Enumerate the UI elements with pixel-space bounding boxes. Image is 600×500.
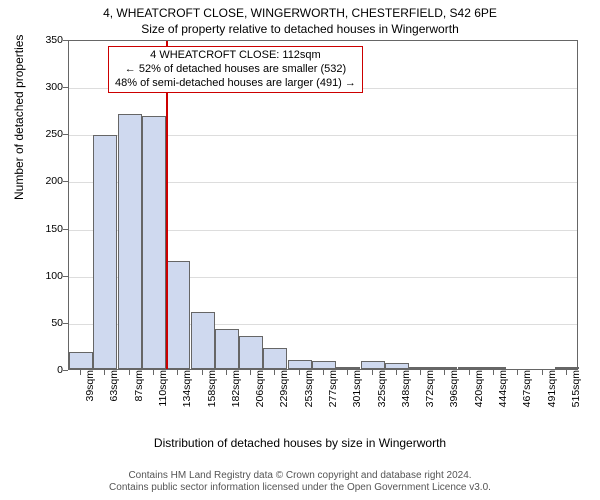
x-tick-label: 515sqm xyxy=(570,370,582,420)
bar xyxy=(312,361,336,369)
footer-line-1: Contains HM Land Registry data © Crown c… xyxy=(0,470,600,482)
y-tick-label: 300 xyxy=(23,81,63,93)
footer-line-2: Contains public sector information licen… xyxy=(0,482,600,494)
x-tick-label: 182sqm xyxy=(230,370,242,420)
bar xyxy=(166,261,190,369)
bar xyxy=(433,367,457,369)
y-tick-label: 100 xyxy=(23,270,63,282)
annotation-line-1: 4 WHEATCROFT CLOSE: 112sqm xyxy=(115,49,356,63)
x-tick-label: 39sqm xyxy=(84,370,96,420)
x-tick-label: 229sqm xyxy=(278,370,290,420)
bar xyxy=(93,135,117,369)
x-tick-label: 325sqm xyxy=(376,370,388,420)
x-tick-label: 63sqm xyxy=(108,370,120,420)
x-tick-label: 110sqm xyxy=(157,370,169,420)
bar xyxy=(263,348,287,369)
bar xyxy=(288,360,312,369)
bar xyxy=(361,361,385,369)
bar xyxy=(142,116,166,369)
y-tick-label: 50 xyxy=(23,317,63,329)
y-tick-label: 250 xyxy=(23,128,63,140)
annotation-line-2: ← 52% of detached houses are smaller (53… xyxy=(115,63,356,77)
bar xyxy=(69,352,93,369)
x-tick-label: 87sqm xyxy=(133,370,145,420)
bar xyxy=(482,367,506,369)
bar xyxy=(239,336,263,369)
x-tick-label: 301sqm xyxy=(351,370,363,420)
bar xyxy=(385,363,409,369)
x-tick-label: 444sqm xyxy=(497,370,509,420)
x-tick-label: 467sqm xyxy=(521,370,533,420)
x-tick-label: 206sqm xyxy=(254,370,266,420)
footer: Contains HM Land Registry data © Crown c… xyxy=(0,470,600,494)
bar xyxy=(118,114,142,369)
x-tick-label: 158sqm xyxy=(206,370,218,420)
x-tick-label: 277sqm xyxy=(327,370,339,420)
y-tick-label: 150 xyxy=(23,223,63,235)
annotation-box: 4 WHEATCROFT CLOSE: 112sqm ← 52% of deta… xyxy=(108,46,363,93)
x-axis-label: Distribution of detached houses by size … xyxy=(0,436,600,450)
bar xyxy=(458,367,482,369)
x-tick-label: 396sqm xyxy=(448,370,460,420)
chart-title-sub: Size of property relative to detached ho… xyxy=(0,20,600,40)
y-tick-label: 350 xyxy=(23,34,63,46)
y-tick-label: 200 xyxy=(23,175,63,187)
x-tick-label: 253sqm xyxy=(303,370,315,420)
bar xyxy=(336,367,360,369)
bar xyxy=(215,329,239,369)
x-tick-label: 134sqm xyxy=(181,370,193,420)
annotation-line-3: 48% of semi-detached houses are larger (… xyxy=(115,77,356,91)
x-tick-label: 372sqm xyxy=(424,370,436,420)
x-tick-label: 420sqm xyxy=(473,370,485,420)
bar xyxy=(191,312,215,369)
chart-title-main: 4, WHEATCROFT CLOSE, WINGERWORTH, CHESTE… xyxy=(0,0,600,20)
x-tick-label: 348sqm xyxy=(400,370,412,420)
y-tick-label: 0 xyxy=(23,364,63,376)
plot-wrap: 050100150200250300350 39sqm63sqm87sqm110… xyxy=(68,40,578,405)
x-tick-label: 491sqm xyxy=(546,370,558,420)
bar xyxy=(555,367,579,369)
bar xyxy=(409,367,433,369)
